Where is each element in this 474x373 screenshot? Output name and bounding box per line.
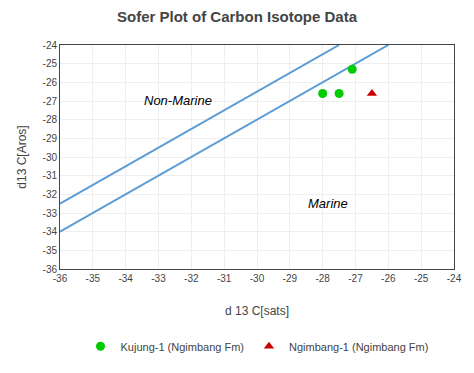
svg-text:-24: -24	[43, 40, 58, 51]
svg-text:-31: -31	[217, 273, 232, 284]
svg-text:-35: -35	[86, 273, 101, 284]
svg-text:Marine: Marine	[308, 196, 348, 211]
svg-text:-32: -32	[184, 273, 199, 284]
svg-text:-34: -34	[43, 226, 58, 237]
svg-text:d 13 C[sats]: d 13 C[sats]	[225, 304, 289, 318]
svg-text:-33: -33	[151, 273, 166, 284]
svg-text:-29: -29	[43, 133, 58, 144]
svg-text:-30: -30	[43, 152, 58, 163]
svg-text:-27: -27	[348, 273, 363, 284]
svg-text:Kujung-1 (Ngimbang Fm): Kujung-1 (Ngimbang Fm)	[121, 341, 245, 353]
svg-text:-31: -31	[43, 170, 58, 181]
svg-text:-36: -36	[43, 264, 58, 275]
svg-text:Non-Marine: Non-Marine	[144, 93, 212, 108]
svg-text:-28: -28	[43, 114, 58, 125]
svg-text:Ngimbang-1 (Ngimbang Fm): Ngimbang-1 (Ngimbang Fm)	[289, 341, 428, 353]
svg-text:-25: -25	[43, 58, 58, 69]
svg-text:-24: -24	[447, 273, 462, 284]
svg-text:-27: -27	[43, 96, 58, 107]
svg-text:d13 C[Aros]: d13 C[Aros]	[15, 125, 29, 188]
svg-text:-25: -25	[414, 273, 429, 284]
svg-text:-26: -26	[43, 77, 58, 88]
svg-text:-26: -26	[381, 273, 396, 284]
svg-text:-32: -32	[43, 189, 58, 200]
svg-text:-35: -35	[43, 245, 58, 256]
svg-text:-30: -30	[250, 273, 265, 284]
svg-text:-36: -36	[53, 273, 68, 284]
svg-text:Sofer Plot of Carbon Isotope D: Sofer Plot of Carbon Isotope Data	[117, 8, 358, 25]
svg-text:-34: -34	[118, 273, 133, 284]
svg-text:-33: -33	[43, 208, 58, 219]
svg-text:-29: -29	[283, 273, 298, 284]
svg-text:-28: -28	[315, 273, 330, 284]
